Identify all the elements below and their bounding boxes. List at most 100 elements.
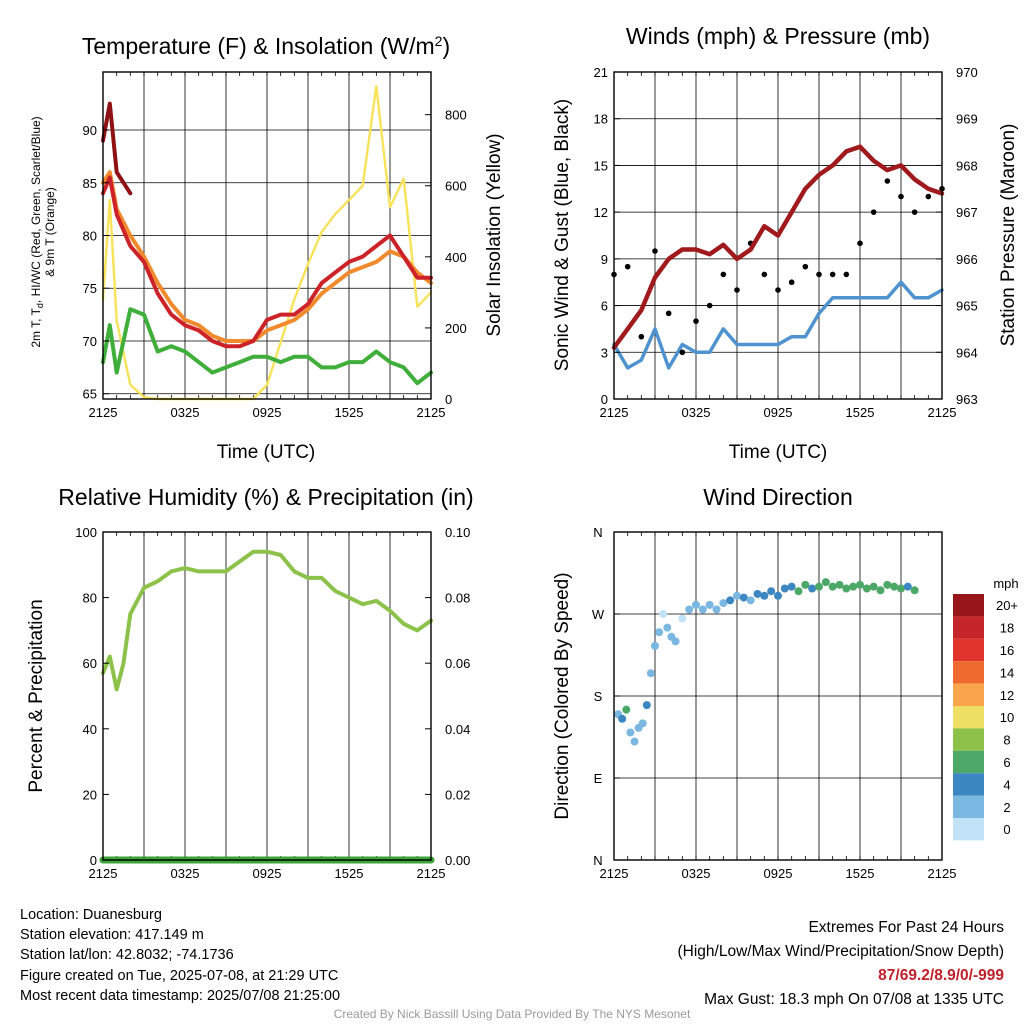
wdir-point (733, 591, 741, 600)
temp-x-tick-label: 2125 (89, 405, 118, 420)
wind-gust-point (652, 248, 658, 254)
wdir-y-tick-label: S (594, 689, 603, 704)
wind-gust-point (857, 240, 863, 247)
wind-y-tick-label: 18 (594, 112, 608, 127)
wdir-point (869, 582, 878, 591)
wind-chart-plot: 2125 0325 0925 1525 212503691215182196396496… (594, 65, 978, 420)
wind-gust-point (693, 318, 699, 324)
wdir-point (903, 582, 912, 591)
wdir-point (671, 637, 680, 646)
wdir-point (801, 580, 810, 589)
speed-legend-label: 20+ (996, 598, 1018, 613)
wdir-point (890, 582, 899, 591)
wdir-point (651, 641, 659, 650)
wind-y-tick-label: 21 (594, 65, 608, 80)
temp-x-tick-label: 1525 (335, 405, 364, 420)
wdir-point (862, 584, 871, 593)
speed-legend-swatch (953, 818, 984, 841)
rh-x-tick-label: 2125 (89, 866, 118, 881)
wdir-point (794, 587, 803, 596)
wind-gust-point (734, 287, 740, 293)
rh-y2-tick-label: 0.02 (445, 787, 470, 802)
rh-x-tick-label: 2125 (417, 866, 446, 881)
rh-x-tick-label: 1525 (335, 866, 364, 881)
speed-legend-label: 18 (1000, 621, 1014, 636)
temp-y2-tick-label: 200 (445, 321, 467, 336)
wdir-point (638, 719, 647, 728)
speed-legend-swatch (953, 728, 984, 751)
speed-legend-swatch (953, 661, 984, 684)
wind-gust-point (898, 193, 904, 200)
wind-x-tick-label: 0325 (682, 405, 711, 420)
wdir-x-tick-label: 2125 (928, 866, 957, 881)
wdir-point (828, 582, 837, 591)
speed-legend-swatch (953, 638, 984, 662)
temp-chart-ylabel-right: Solar Insolation (Yellow) (484, 133, 505, 336)
wdir-point (842, 584, 851, 593)
wind-y2-tick-label: 970 (956, 65, 978, 80)
speed-legend-label: 4 (1003, 777, 1010, 792)
wind-y2-tick-label: 968 (956, 158, 978, 173)
wdir-point (780, 584, 789, 593)
temp-y2-tick-label: 0 (445, 392, 452, 407)
wind-gust-point (816, 271, 822, 278)
wdir-chart-ylabel-left: Direction (Colored By Speed) (552, 572, 573, 819)
wdir-y-tick-label: E (594, 771, 603, 786)
wind-y2-tick-label: 964 (956, 345, 978, 360)
speed-legend-label: 8 (1003, 733, 1010, 748)
wdir-point (774, 591, 782, 600)
wind-gust-point (624, 263, 631, 270)
wdir-y-tick-label: N (593, 853, 602, 868)
speed-legend-swatch (953, 616, 984, 639)
wind-gust-point (761, 271, 768, 278)
wdir-point (642, 701, 651, 710)
wind-gust-point (679, 349, 686, 356)
temp-y-tick-label: 75 (83, 281, 97, 296)
rh-y-tick-label: 20 (83, 787, 97, 802)
wind-y-tick-label: 12 (594, 205, 608, 220)
wind-x-tick-label: 2125 (600, 405, 629, 420)
wdir-point (705, 600, 714, 609)
wind-chart-xlabel: Time (UTC) (729, 442, 828, 463)
wind-gust-point (775, 287, 781, 293)
wdir-point (646, 669, 655, 678)
wdir-chart-title: Wind Direction (703, 484, 853, 510)
temp-y-tick-label: 70 (83, 334, 97, 349)
rh-y-tick-label: 80 (83, 591, 97, 606)
wdir-point (712, 605, 721, 614)
wind-chart-title: Winds (mph) & Pressure (mb) (626, 23, 930, 49)
wdir-point (876, 586, 885, 595)
wdir-point (622, 705, 631, 714)
wind-y-tick-label: 15 (594, 158, 608, 173)
rh-y2-tick-label: 0.06 (445, 656, 470, 671)
rh-y-tick-label: 0 (90, 853, 97, 868)
temp-y-tick-label: 90 (83, 123, 97, 138)
temp-chart-ylabel-left-1: 2m T, Td, HI/WC (Red, Green, Scarlet/Blu… (29, 116, 45, 347)
speed-legend-label: 2 (1003, 800, 1010, 815)
wind-y-tick-label: 9 (601, 252, 608, 267)
wdir-x-tick-label: 2125 (600, 866, 629, 881)
wdir-point (849, 582, 858, 591)
station-info: Location: Duanesburg Station elevation: … (20, 905, 340, 1006)
wind-gust-point (802, 263, 809, 270)
rh-y2-tick-label: 0.00 (445, 853, 470, 868)
credit-line: Created By Nick Bassill Using Data Provi… (333, 1007, 691, 1021)
wind-gust-point (884, 178, 891, 184)
wdir-point (698, 605, 707, 614)
rh-chart-ylabel-left: Percent & Precipitation (26, 599, 47, 792)
rh-x-tick-label: 0925 (253, 866, 282, 881)
wdir-border (613, 531, 943, 861)
temp-series-temp_red (101, 175, 433, 349)
wdir-point (910, 586, 919, 595)
max-gust: Max Gust: 18.3 mph On 07/08 at 1335 UTC (704, 991, 1004, 1008)
temp-x-tick-label: 0325 (171, 405, 200, 420)
wind-series-sonic (612, 280, 944, 370)
speed-legend-label: 6 (1003, 755, 1010, 770)
temp-chart-plot: 2125 0325 0925 1525 2125 65 70 75 80 85 90 0 200 400 6… (83, 71, 467, 420)
wdir-point (739, 593, 748, 602)
figure-created: Figure created on Tue, 2025-07-08, at 21… (20, 967, 339, 984)
wdir-point (760, 591, 769, 600)
temp-x-tick-label: 0925 (253, 405, 282, 420)
